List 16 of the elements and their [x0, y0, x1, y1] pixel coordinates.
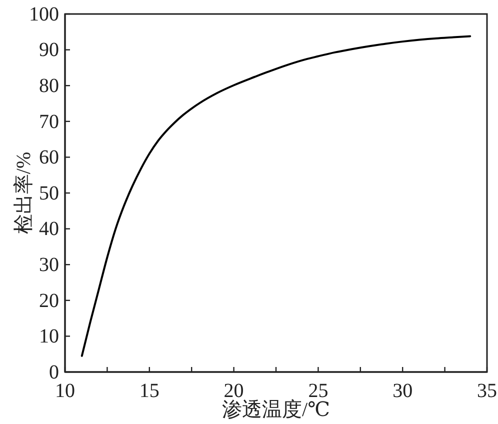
y-tick-label: 30	[39, 254, 59, 276]
y-tick-label: 40	[39, 218, 59, 240]
x-tick-label: 30	[392, 380, 413, 402]
y-axis-title: 检出率/%	[13, 152, 35, 234]
x-tick-label: 25	[308, 380, 328, 402]
y-tick-label: 70	[39, 110, 59, 133]
y-tick-label: 90	[39, 39, 59, 62]
line-series	[80, 35, 472, 357]
y-tick-label: 10	[39, 326, 59, 348]
y-tick-label: 80	[39, 75, 59, 97]
y-tick-label: 20	[39, 290, 59, 312]
x-tick-label: 15	[139, 380, 160, 402]
y-tick-label: 100	[29, 3, 59, 26]
x-tick-label: 35	[477, 380, 497, 402]
y-tick-label: 60	[39, 146, 59, 169]
y-tick-label: 50	[39, 182, 59, 204]
